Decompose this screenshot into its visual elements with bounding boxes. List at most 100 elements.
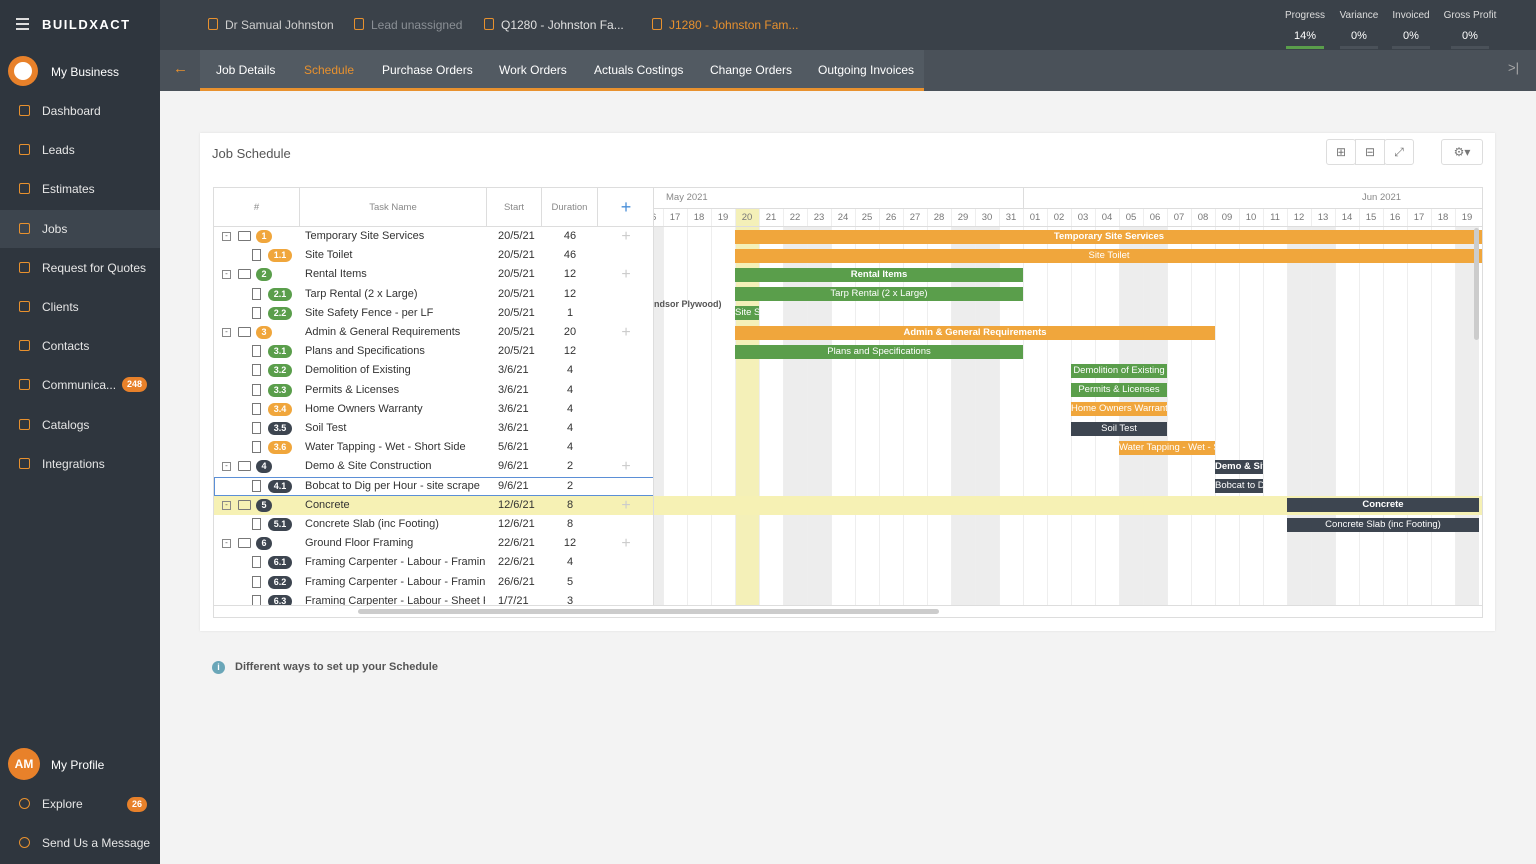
header-link[interactable]: Q1280 - Johnston Fa... <box>501 18 624 32</box>
nav-item[interactable]: Dashboard <box>0 92 160 130</box>
nav-item[interactable]: Catalogs <box>0 406 160 444</box>
collapse-toggle[interactable]: - <box>222 500 231 510</box>
footer-item[interactable]: Explore 26 <box>0 785 160 823</box>
day-label: 18 <box>693 212 705 223</box>
task-row[interactable]: 3.4 Home Owners Warranty 3/6/21 4 <box>214 400 653 419</box>
add-subtask[interactable]: + <box>621 496 631 514</box>
collapse-icon[interactable]: >| <box>1508 60 1519 75</box>
nav-item[interactable]: Request for Quotes <box>0 249 160 287</box>
task-duration: 2 <box>566 460 574 473</box>
task-bar[interactable]: Site Safety Fence - per LF <box>735 306 759 321</box>
task-bar[interactable]: Home Owners Warranty <box>1071 402 1167 417</box>
task-row[interactable]: 3.3 Permits & Licenses 3/6/21 4 <box>214 381 653 400</box>
task-row[interactable]: - 2 Rental Items 20/5/21 12 + <box>214 265 653 284</box>
task-row[interactable]: 4.1 Bobcat to Dig per Hour - site scrape 9… <box>214 477 653 496</box>
tab[interactable]: Schedule <box>304 63 355 77</box>
collapse-toggle[interactable]: - <box>222 539 231 549</box>
task-bar[interactable]: Soil Test <box>1071 421 1167 436</box>
profile-link[interactable]: My Profile <box>51 758 105 772</box>
tab[interactable]: Work Orders <box>499 63 567 77</box>
task-bar[interactable]: Concrete <box>1287 498 1479 513</box>
weekend-shade <box>1143 227 1167 605</box>
nav-item[interactable]: Contacts <box>0 327 160 365</box>
collapse-toggle[interactable]: - <box>222 328 231 337</box>
task-bar[interactable]: Demo & Site Construction <box>1215 460 1263 474</box>
back-arrow[interactable]: ← <box>173 60 188 77</box>
task-bar[interactable]: Permits & Licenses <box>1071 383 1167 398</box>
task-bar[interactable]: Water Tapping - Wet - Short Side <box>1119 440 1215 455</box>
task-duration: 8 <box>566 498 574 511</box>
nav-item[interactable]: Integrations <box>0 445 160 483</box>
header-link[interactable]: Lead unassigned <box>371 18 463 32</box>
task-bar[interactable]: Plans and Specifications <box>735 344 1023 359</box>
task-bar[interactable]: Concrete Slab (inc Footing) <box>1287 517 1479 532</box>
tab[interactable]: Actuals Costings <box>594 63 684 77</box>
tab[interactable]: Job Details <box>216 63 276 77</box>
collapse-toggle[interactable]: - <box>222 270 231 280</box>
task-row[interactable]: 6.3 Framing Carpenter - Labour - Sheet Fl… <box>214 592 653 605</box>
fullscreen-button[interactable]: ⤢ <box>1384 139 1414 165</box>
nav-item[interactable]: Estimates <box>0 170 160 208</box>
task-bar[interactable]: Temporary Site Services <box>735 229 1482 244</box>
menu-icon[interactable] <box>16 18 29 30</box>
settings-button[interactable]: ⚙▾ <box>1441 139 1483 165</box>
task-row[interactable]: - 3 Admin & General Requirements 20/5/21 20 + <box>214 323 653 342</box>
nav-item[interactable]: Communica... 248 <box>0 366 160 404</box>
task-row[interactable]: 3.1 Plans and Specifications 20/5/21 12 <box>214 342 653 361</box>
nav-label: Contacts <box>42 339 90 354</box>
avatar[interactable]: AM <box>8 748 40 780</box>
nav-item[interactable]: Clients <box>0 288 160 326</box>
v-scrollbar[interactable] <box>1474 228 1479 340</box>
task-bar[interactable]: Site Toilet <box>735 248 1482 263</box>
zoom-in-button[interactable]: ⊞ <box>1326 139 1356 165</box>
task-row[interactable]: 6.2 Framing Carpenter - Labour - Framing … <box>214 573 653 592</box>
task-row[interactable]: - 6 Ground Floor Framing 22/6/21 12 + <box>214 534 653 553</box>
task-row[interactable]: 5.1 Concrete Slab (inc Footing) 12/6/21 8 <box>214 515 653 534</box>
add-subtask[interactable]: + <box>621 228 631 245</box>
collapse-toggle[interactable]: - <box>222 462 231 472</box>
task-bar[interactable]: Rental Items <box>735 268 1023 282</box>
task-row[interactable]: - 5 Concrete 12/6/21 8 + <box>214 495 653 515</box>
task-name: Water Tapping - Wet - Short Side <box>305 441 466 454</box>
add-task-button[interactable]: + <box>620 197 632 217</box>
add-subtask[interactable]: + <box>621 535 631 553</box>
header-link[interactable]: Dr Samual Johnston <box>225 18 334 32</box>
task-name: Rental Items <box>305 268 367 281</box>
nav-item[interactable]: Jobs <box>0 209 160 248</box>
task-row[interactable]: - 1 Temporary Site Services 20/5/21 46 + <box>214 227 653 246</box>
task-bar[interactable]: Bobcat to Dig per Hour - site scrape <box>1215 479 1263 494</box>
task-bar[interactable]: Tarp Rental (2 x Large) <box>735 287 1023 302</box>
info-icon: i <box>212 661 225 674</box>
task-row[interactable]: 1.1 Site Toilet 20/5/21 46 <box>214 246 653 265</box>
business-logo[interactable] <box>8 56 38 86</box>
collapse-toggle[interactable]: - <box>222 232 231 241</box>
tab[interactable]: Purchase Orders <box>382 63 473 77</box>
day-label: 17 <box>669 212 681 223</box>
stat-label: Invoiced <box>1392 10 1430 21</box>
task-row[interactable]: 2.1 Tarp Rental (2 x Large) 20/5/21 12 <box>214 285 653 304</box>
footer-item[interactable]: Send Us a Message <box>0 824 160 862</box>
task-row[interactable]: 2.2 Site Safety Fence - per LF 20/5/21 1 <box>214 304 653 323</box>
zoom-out-button[interactable]: ⊟ <box>1355 139 1385 165</box>
header-icon <box>484 18 494 30</box>
bar-label: Tarp Rental (2 x Large) <box>830 288 928 300</box>
business-name[interactable]: My Business <box>51 65 120 79</box>
day-label: 18 <box>1437 212 1449 223</box>
task-row[interactable]: 6.1 Framing Carpenter - Labour - Framing … <box>214 553 653 572</box>
add-subtask[interactable]: + <box>621 324 631 341</box>
task-row[interactable]: 3.2 Demolition of Existing 3/6/21 4 <box>214 361 653 380</box>
task-bar[interactable]: Admin & General Requirements <box>735 325 1215 340</box>
task-row[interactable]: 3.6 Water Tapping - Wet - Short Side 5/6/2… <box>214 438 653 457</box>
task-start: 3/6/21 <box>498 364 529 377</box>
task-row[interactable]: - 4 Demo & Site Construction 9/6/21 2 + <box>214 457 653 476</box>
header-icon <box>208 18 218 30</box>
add-subtask[interactable]: + <box>621 266 631 284</box>
task-row[interactable]: 3.5 Soil Test 3/6/21 4 <box>214 419 653 438</box>
header-link[interactable]: J1280 - Johnston Fam... <box>669 18 799 32</box>
task-bar[interactable]: Demolition of Existing <box>1071 364 1167 378</box>
tab[interactable]: Outgoing Invoices <box>818 63 915 77</box>
add-subtask[interactable]: + <box>621 458 631 476</box>
info-link[interactable]: Different ways to set up your Schedule <box>235 661 438 673</box>
tab[interactable]: Change Orders <box>710 63 793 77</box>
nav-item[interactable]: Leads <box>0 131 160 169</box>
